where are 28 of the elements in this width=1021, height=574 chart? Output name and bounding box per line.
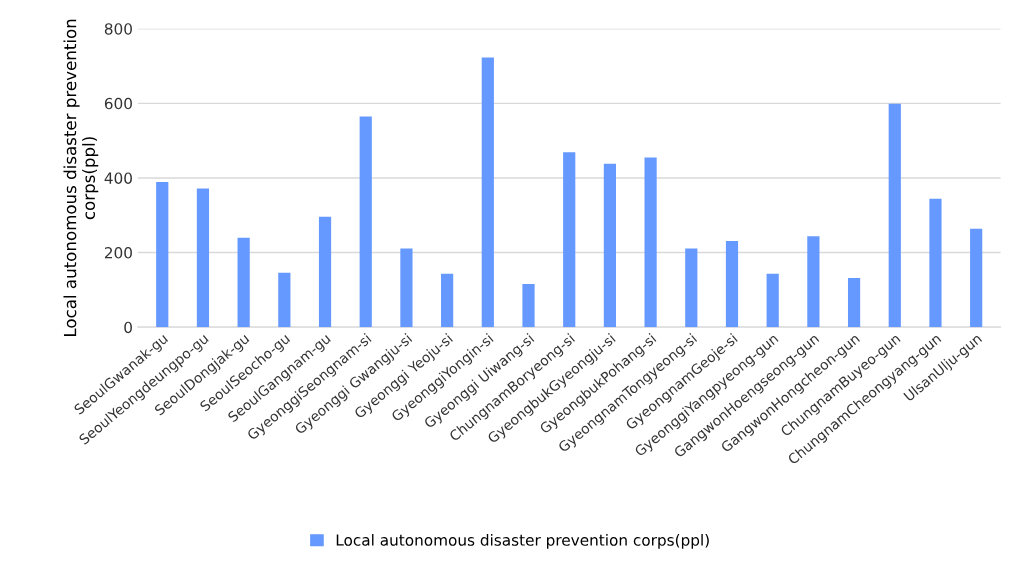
bar [888, 103, 901, 328]
bar [318, 216, 332, 328]
bar [929, 198, 942, 328]
y-tick-label: 0 [124, 321, 132, 334]
y-tick-label: 600 [104, 97, 132, 110]
bar [970, 228, 983, 328]
bar [441, 273, 454, 328]
bar [481, 57, 494, 328]
bar [847, 277, 861, 328]
y-tick-label: 800 [104, 23, 132, 35]
bar [725, 240, 739, 328]
bar [603, 163, 617, 328]
y-tick-label: 200 [104, 247, 132, 259]
bar [156, 182, 169, 328]
bar [400, 248, 413, 328]
bar [522, 283, 535, 328]
legend-label: Local autonomous disaster prevention corps(ppl) [336, 533, 709, 549]
bar [644, 157, 657, 328]
bar [237, 237, 250, 328]
bar [278, 272, 291, 328]
bar [807, 236, 820, 328]
y-tick-label: 400 [104, 172, 132, 184]
bar [359, 116, 372, 328]
bar [766, 273, 779, 328]
y-axis-title: Local autonomous disaster prevention corps(ppl) [63, 19, 99, 336]
bar [685, 248, 698, 328]
bar [563, 152, 576, 328]
bar [196, 188, 210, 328]
